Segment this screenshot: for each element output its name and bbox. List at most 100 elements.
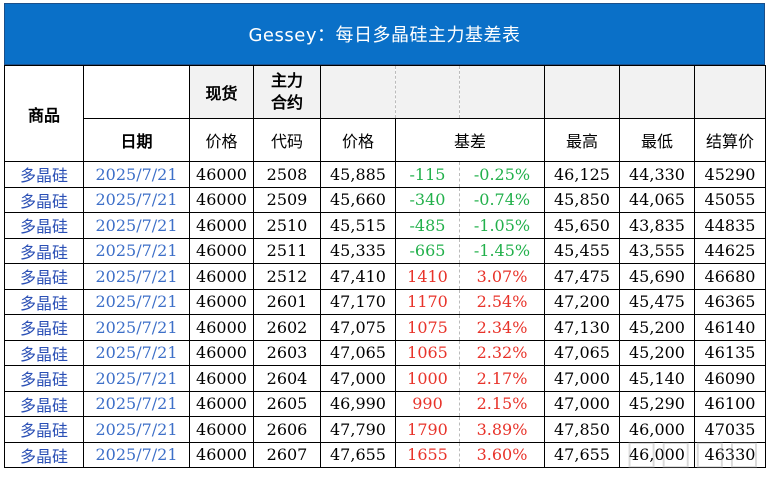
cell-high: 46,125 xyxy=(544,161,620,188)
cell-low: 45,690 xyxy=(619,263,695,290)
cell-code: 2512 xyxy=(253,263,321,290)
cell-price: 45,335 xyxy=(320,237,396,264)
cell-spot: 46000 xyxy=(189,237,254,264)
cell-high: 47,000 xyxy=(544,365,620,392)
cell-basis-pct: -0.74% xyxy=(459,186,545,213)
cell-low: 43,835 xyxy=(619,212,695,239)
cell-settle: 46365 xyxy=(694,288,766,315)
table-body: 多晶硅 2025/7/21 46000 2508 45,885 -115 -0.25% 46,… xyxy=(4,161,766,468)
cell-high: 45,850 xyxy=(544,186,620,213)
cell-settle: 45290 xyxy=(694,161,766,188)
cell-high: 47,655 xyxy=(544,441,620,468)
header-blank-high xyxy=(544,65,620,119)
cell-settle: 46100 xyxy=(694,390,766,417)
cell-spot: 46000 xyxy=(189,416,254,443)
cell-basis: -665 xyxy=(395,237,460,264)
cell-code: 2509 xyxy=(253,186,321,213)
cell-basis: -485 xyxy=(395,212,460,239)
table-row: 多晶硅 2025/7/21 46000 2605 46,990 990 2.15% 47,00… xyxy=(4,390,766,417)
header-blank-basis-1 xyxy=(395,65,460,119)
cell-product: 多晶硅 xyxy=(4,416,84,443)
cell-settle: 46330 xyxy=(694,441,766,468)
cell-settle: 46135 xyxy=(694,339,766,366)
header-row-2: 日期 价格 代码 价格 基差 最高 最低 结算价 xyxy=(5,118,766,162)
table-row: 多晶硅 2025/7/21 46000 2603 47,065 1065 2.32% 47,0… xyxy=(4,339,766,366)
cell-date: 2025/7/21 xyxy=(83,441,190,468)
cell-settle: 44835 xyxy=(694,212,766,239)
cell-settle: 46680 xyxy=(694,263,766,290)
cell-basis-pct: 2.17% xyxy=(459,365,545,392)
cell-spot: 46000 xyxy=(189,365,254,392)
cell-basis-pct: 2.54% xyxy=(459,288,545,315)
cell-code: 2605 xyxy=(253,390,321,417)
cell-date: 2025/7/21 xyxy=(83,161,190,188)
header-blank-settle xyxy=(694,65,766,119)
cell-spot: 46000 xyxy=(189,263,254,290)
cell-low: 43,555 xyxy=(619,237,695,264)
cell-code: 2602 xyxy=(253,314,321,341)
table-row: 多晶硅 2025/7/21 46000 2601 47,170 1170 2.54% 47,2… xyxy=(4,288,766,315)
cell-code: 2510 xyxy=(253,212,321,239)
cell-date: 2025/7/21 xyxy=(83,263,190,290)
cell-settle: 44625 xyxy=(694,237,766,264)
table-title: Gessey：每日多晶硅主力基差表 xyxy=(4,3,765,65)
cell-low: 44,065 xyxy=(619,186,695,213)
cell-code: 2511 xyxy=(253,237,321,264)
cell-product: 多晶硅 xyxy=(4,161,84,188)
cell-product: 多晶硅 xyxy=(4,339,84,366)
cell-date: 2025/7/21 xyxy=(83,237,190,264)
table-row: 多晶硅 2025/7/21 46000 2602 47,075 1075 2.34% 47,1… xyxy=(4,314,766,341)
table-row: 多晶硅 2025/7/21 46000 2512 47,410 1410 3.07% 47,4… xyxy=(4,263,766,290)
cell-basis: -115 xyxy=(395,161,460,188)
cell-price: 47,065 xyxy=(320,339,396,366)
cell-code: 2604 xyxy=(253,365,321,392)
table-row: 多晶硅 2025/7/21 46000 2604 47,000 1000 2.17% 47,0… xyxy=(4,365,766,392)
cell-code: 2607 xyxy=(253,441,321,468)
header-price: 价格 xyxy=(320,118,396,162)
cell-date: 2025/7/21 xyxy=(83,365,190,392)
cell-spot: 46000 xyxy=(189,314,254,341)
cell-basis-pct: 3.07% xyxy=(459,263,545,290)
cell-spot: 46000 xyxy=(189,161,254,188)
cell-price: 47,000 xyxy=(320,365,396,392)
cell-basis-pct: 3.60% xyxy=(459,441,545,468)
cell-low: 44,330 xyxy=(619,161,695,188)
cell-date: 2025/7/21 xyxy=(83,339,190,366)
basis-table: 商品 现货 主力 合约 日期 价格 代码 价格 基差 最高 最低 结算价 多晶硅… xyxy=(4,65,766,468)
cell-product: 多晶硅 xyxy=(4,263,84,290)
cell-basis-pct: -1.45% xyxy=(459,237,545,264)
cell-product: 多晶硅 xyxy=(4,441,84,468)
header-date-spacer xyxy=(83,65,190,119)
cell-basis: -340 xyxy=(395,186,460,213)
header-row-1: 商品 现货 主力 合约 xyxy=(4,65,766,162)
cell-low: 45,200 xyxy=(619,314,695,341)
cell-price: 45,515 xyxy=(320,212,396,239)
cell-basis: 1075 xyxy=(395,314,460,341)
cell-basis-pct: 2.32% xyxy=(459,339,545,366)
table-row: 多晶硅 2025/7/21 46000 2511 45,335 -665 -1.45% 45,… xyxy=(4,237,766,264)
header-product: 商品 xyxy=(4,65,84,162)
header-high: 最高 xyxy=(544,118,620,162)
cell-price: 47,170 xyxy=(320,288,396,315)
cell-basis: 990 xyxy=(395,390,460,417)
cell-price: 47,655 xyxy=(320,441,396,468)
cell-date: 2025/7/21 xyxy=(83,314,190,341)
header-date: 日期 xyxy=(83,118,190,162)
cell-spot: 46000 xyxy=(189,390,254,417)
cell-high: 45,650 xyxy=(544,212,620,239)
cell-price: 45,660 xyxy=(320,186,396,213)
cell-price: 46,990 xyxy=(320,390,396,417)
header-contract-code: 代码 xyxy=(253,118,321,162)
cell-basis: 1000 xyxy=(395,365,460,392)
cell-settle: 47035 xyxy=(694,416,766,443)
header-low: 最低 xyxy=(619,118,695,162)
cell-low: 45,475 xyxy=(619,288,695,315)
cell-code: 2508 xyxy=(253,161,321,188)
header-blank-price xyxy=(320,65,396,119)
cell-date: 2025/7/21 xyxy=(83,390,190,417)
table-row: 多晶硅 2025/7/21 46000 2509 45,660 -340 -0.74% 45,… xyxy=(4,186,766,213)
cell-high: 47,475 xyxy=(544,263,620,290)
cell-product: 多晶硅 xyxy=(4,237,84,264)
cell-settle: 46140 xyxy=(694,314,766,341)
cell-high: 47,065 xyxy=(544,339,620,366)
